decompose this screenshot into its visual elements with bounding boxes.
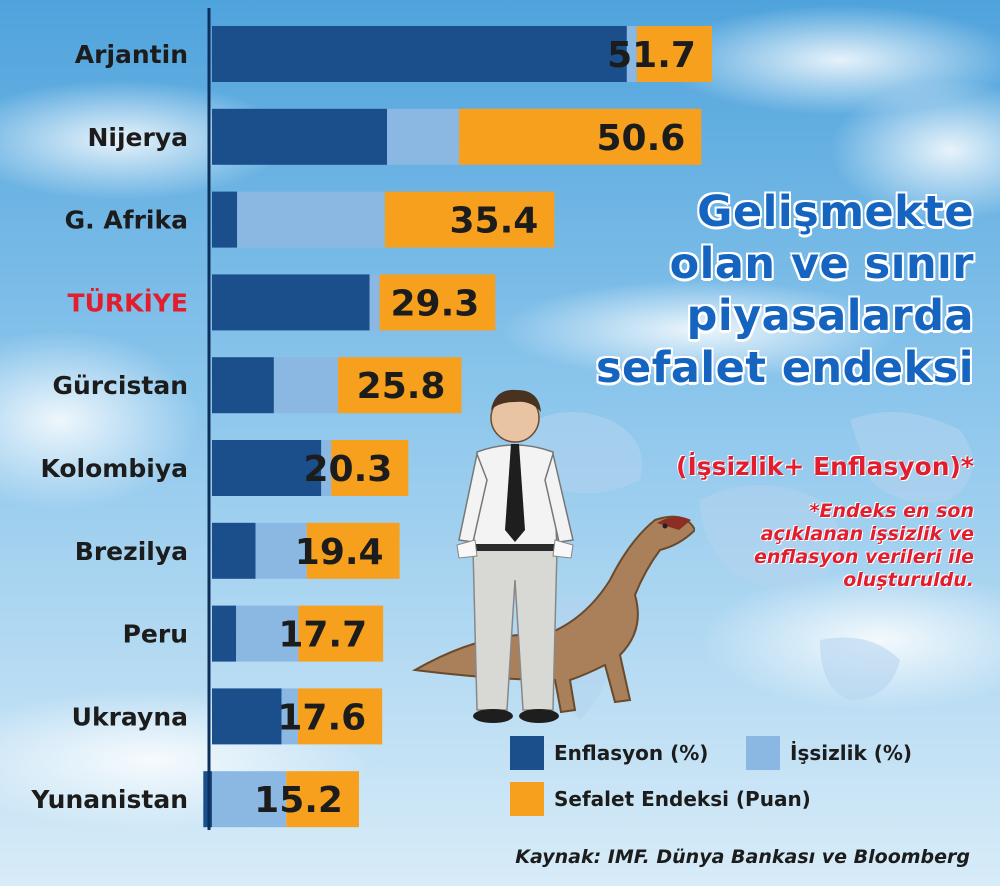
category-label: Ukrayna	[72, 702, 188, 731]
man-and-dinosaur-image	[411, 389, 695, 723]
category-label: TÜRKİYE	[68, 287, 188, 317]
bar-sefalet-endeksi	[337, 357, 462, 414]
bar-enflasyon	[212, 357, 274, 414]
bar-enflasyon	[212, 440, 322, 496]
bar-sefalet-endeksi	[384, 191, 555, 248]
bar-enflasyon	[212, 522, 256, 579]
legend-swatch	[510, 736, 544, 770]
note-line: oluşturuldu.	[843, 569, 974, 591]
bar-sefalet-endeksi	[636, 26, 712, 82]
bar-sefalet-endeksi	[286, 771, 359, 828]
bar-issizlik	[237, 191, 385, 248]
bar-enflasyon	[212, 688, 282, 745]
bar-issizlik	[281, 688, 298, 745]
bar-enflasyon	[212, 191, 238, 248]
note-line: enflasyon verileri ile	[753, 546, 974, 568]
legend-swatch	[746, 736, 780, 770]
bar-enflasyon	[212, 26, 627, 82]
category-label: Peru	[123, 620, 188, 649]
bar-issizlik	[626, 26, 637, 82]
value-labels: 51.7 50.6 35.4 29.3 25.8 20.3 19.4 17.7 17.6 15.2	[254, 35, 696, 821]
legend-item-issizlik: İşsizlik (%)	[746, 736, 912, 770]
value-label: 15.2	[254, 780, 343, 821]
category-label: Gürcistan	[52, 371, 188, 400]
note-line: *Endeks en son	[809, 500, 974, 522]
category-label: Nijerya	[87, 123, 188, 152]
bars-group	[203, 26, 712, 828]
bar-issizlik	[212, 771, 287, 828]
bar-issizlik	[255, 522, 307, 579]
legend-item-sefalet: Sefalet Endeksi (Puan)	[510, 782, 811, 816]
value-label: 17.7	[278, 615, 367, 656]
legend-label: Enflasyon (%)	[554, 741, 709, 765]
category-label: Brezilya	[75, 537, 188, 566]
note-line: açıklanan işsizlik ve	[760, 523, 974, 545]
chart-title: Gelişmekte olan ve sınır piyasalarda sef…	[554, 186, 974, 394]
legend-item-enflasyon: Enflasyon (%)	[510, 736, 708, 770]
bar-sefalet-endeksi	[298, 605, 384, 662]
chart-subtitle: (İşsizlik+ Enflasyon)*	[676, 452, 974, 481]
category-label: G. Afrika	[65, 206, 188, 235]
legend-label: İşsizlik (%)	[790, 741, 913, 765]
source-credit: Kaynak: IMF. Dünya Bankası ve Bloomberg	[515, 846, 970, 868]
value-label: 25.8	[357, 366, 446, 407]
value-label: 51.7	[607, 35, 696, 76]
bar-issizlik	[236, 605, 299, 662]
bar-issizlik	[387, 108, 460, 165]
bar-enflasyon	[212, 274, 370, 331]
bar-issizlik	[369, 274, 380, 331]
legend-label: Sefalet Endeksi (Puan)	[554, 787, 811, 811]
man-image	[456, 389, 574, 723]
title-line: sefalet endeksi	[595, 343, 974, 393]
bar-sefalet-endeksi	[306, 522, 400, 579]
title-line: olan ve sınır	[669, 239, 974, 289]
chart-footnote: *Endeks en son açıklanan işsizlik ve enf…	[644, 500, 974, 592]
title-line: Gelişmekte	[697, 187, 974, 237]
bar-enflasyon	[212, 108, 388, 165]
value-label: 17.6	[277, 697, 366, 738]
value-label: 50.6	[596, 118, 685, 159]
title-line: piyasalarda	[686, 291, 974, 341]
bar-enflasyon	[212, 605, 237, 662]
bar-sefalet-endeksi	[331, 440, 409, 496]
bar-sefalet-endeksi	[379, 274, 496, 331]
bar-sefalet-endeksi	[297, 688, 383, 745]
bar-sefalet-endeksi	[459, 108, 702, 165]
category-label: Kolombiya	[40, 454, 188, 483]
value-label: 35.4	[449, 201, 538, 242]
bar-issizlik	[273, 357, 338, 414]
chart-legend: Enflasyon (%) İşsizlik (%) Sefalet Endek…	[510, 736, 970, 826]
legend-swatch	[510, 782, 544, 816]
value-label: 20.3	[303, 449, 392, 490]
category-labels: Arjantin Nijerya G. Afrika TÜRKİYE Gürcistan…	[30, 40, 188, 814]
value-label: 29.3	[391, 283, 480, 324]
category-label: Arjantin	[75, 40, 188, 69]
value-label: 19.4	[295, 532, 384, 573]
bar-issizlik	[321, 440, 332, 496]
category-label: Yunanistan	[30, 785, 188, 814]
